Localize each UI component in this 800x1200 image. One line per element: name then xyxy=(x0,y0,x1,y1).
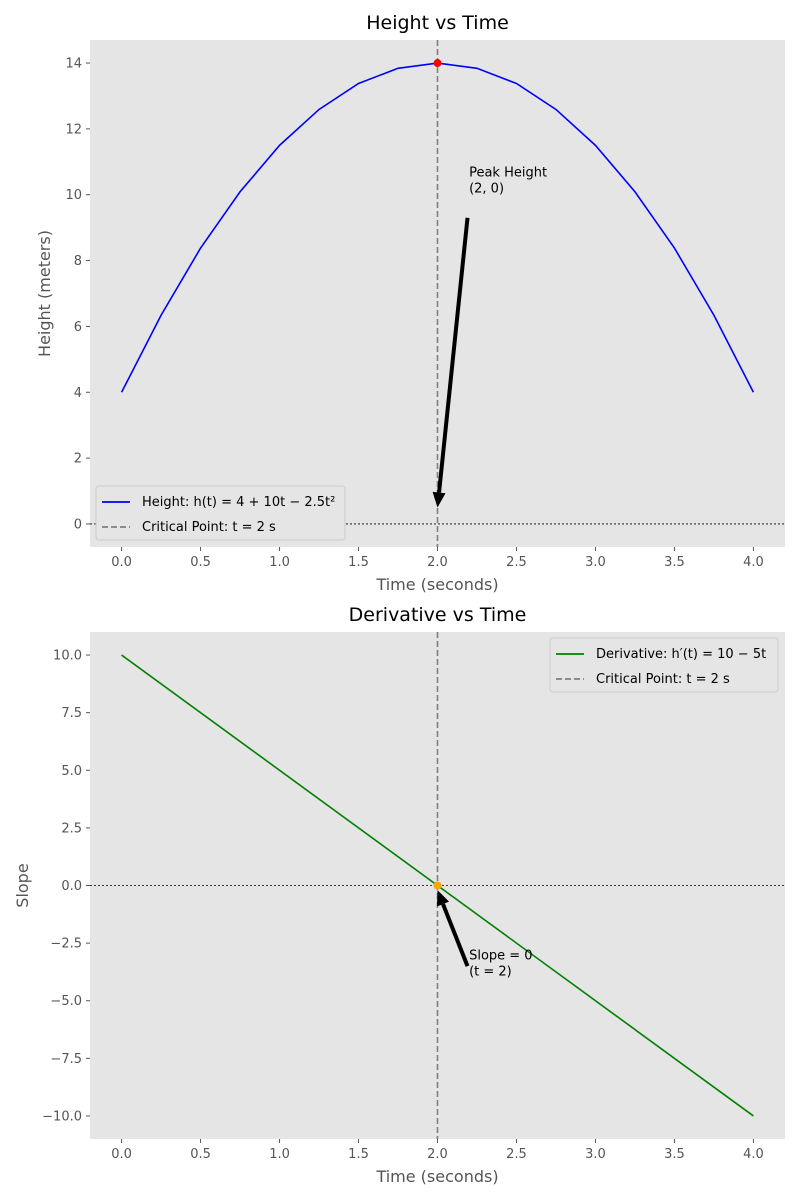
chart-title: Derivative vs Time xyxy=(349,604,527,626)
peak-point xyxy=(433,59,442,68)
height-chart: Height vs Time 0.0 0.5 1.0 1.5 2.0 2.5 3.0 3.5 4.… xyxy=(35,12,785,594)
annotation-line: Peak Height xyxy=(469,166,547,181)
y-axis-label: Height (meters) xyxy=(35,230,54,357)
annotation-arrow-head xyxy=(432,491,446,508)
annotation-line: (t = 2) xyxy=(469,965,512,980)
y-tick-label: 0 xyxy=(74,517,82,532)
y-tick-label: 2 xyxy=(74,452,82,467)
x-tick-label: 2.0 xyxy=(427,1147,448,1162)
x-tick-label: 1.5 xyxy=(348,555,369,570)
y-tick-label: 10.0 xyxy=(53,649,82,664)
y-tick-label: 4 xyxy=(74,386,82,401)
derivative-chart: Derivative vs Time 0.0 0.5 1.0 1.5 2.0 2.5 3.0 3… xyxy=(13,604,785,1186)
y-tick-label: 8 xyxy=(74,254,82,269)
x-tick-label: 3.0 xyxy=(585,1147,606,1162)
x-tick-label: 2.5 xyxy=(506,555,527,570)
y-tick-label: 0.0 xyxy=(61,879,82,894)
zero-slope-point xyxy=(433,881,442,890)
y-tick-label: −5.0 xyxy=(50,994,82,1009)
chart-title: Height vs Time xyxy=(366,12,509,34)
x-tick-label: 0.5 xyxy=(190,555,211,570)
x-tick-label: 1.0 xyxy=(269,555,290,570)
x-axis-label: Time (seconds) xyxy=(375,1167,498,1186)
y-tick-label: 2.5 xyxy=(61,821,82,836)
x-tick-label: 3.5 xyxy=(664,555,685,570)
x-tick-label: 0.5 xyxy=(190,1147,211,1162)
y-tick-label: −7.5 xyxy=(50,1052,82,1067)
y-tick-label: 12 xyxy=(65,122,82,137)
x-tick-label: 3.0 xyxy=(585,555,606,570)
annotation-line: (2, 0) xyxy=(469,182,504,197)
legend-label-critical: Critical Point: t = 2 s xyxy=(596,672,730,687)
legend-box xyxy=(95,485,346,541)
x-tick-label: 1.0 xyxy=(269,1147,290,1162)
x-tick-label: 3.5 xyxy=(664,1147,685,1162)
x-tick-label: 1.5 xyxy=(348,1147,369,1162)
annotation-arrow-shaft xyxy=(441,903,470,967)
legend-label-series: Height: h(t) = 4 + 10t − 2.5t² xyxy=(142,495,335,510)
x-tick-label: 2.0 xyxy=(427,555,448,570)
x-axis-label: Time (seconds) xyxy=(375,575,498,594)
y-tick-label: 7.5 xyxy=(61,706,82,721)
annotation-text: Slope = 0 (t = 2) xyxy=(469,949,533,980)
annotation-arrow-shaft xyxy=(437,217,470,493)
legend-box xyxy=(549,637,779,693)
annotation-line: Slope = 0 xyxy=(469,949,533,964)
y-axis-label: Slope xyxy=(13,863,32,907)
y-tick-label: 6 xyxy=(74,320,82,335)
x-tick-label: 0.0 xyxy=(111,1147,132,1162)
y-tick-label: 5.0 xyxy=(61,764,82,779)
y-tick-label: −2.5 xyxy=(50,937,82,952)
x-tick-label: 2.5 xyxy=(506,1147,527,1162)
annotation-text: Peak Height (2, 0) xyxy=(469,166,547,197)
y-tick-label: 14 xyxy=(65,57,82,72)
y-tick-label: −10.0 xyxy=(42,1109,82,1124)
y-tick-label: 10 xyxy=(65,188,82,203)
x-tick-label: 0.0 xyxy=(111,555,132,570)
x-tick-label: 4.0 xyxy=(743,555,764,570)
annotation-arrow-head xyxy=(436,890,450,907)
legend-label-series: Derivative: h′(t) = 10 − 5t xyxy=(596,647,766,662)
x-tick-label: 4.0 xyxy=(743,1147,764,1162)
legend-label-critical: Critical Point: t = 2 s xyxy=(142,520,276,535)
